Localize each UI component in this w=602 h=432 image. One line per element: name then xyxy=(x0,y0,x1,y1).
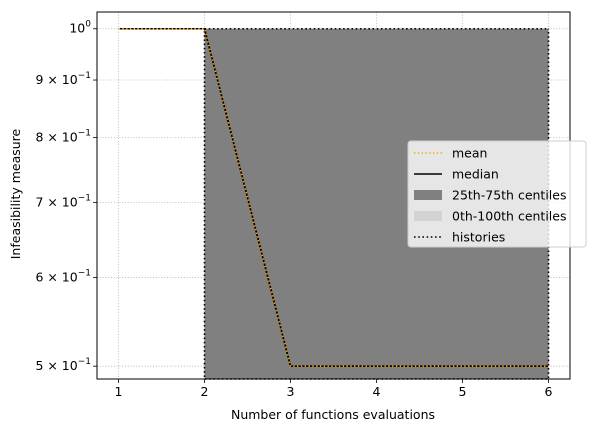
x-tick-label: 3 xyxy=(287,384,295,399)
legend-label-histories: histories xyxy=(452,230,505,245)
y-axis-label: Infeasibility measure xyxy=(8,128,23,259)
legend-swatch-0th-100th-centiles xyxy=(414,211,442,221)
axes: 1 2 3 4 5 6 100 9 × 10−1 8 × 10−1 7 × 10−1 6 × 10−… xyxy=(35,11,571,399)
x-tick-label: 4 xyxy=(373,384,381,399)
legend-box xyxy=(407,140,587,248)
legend-label-median: median xyxy=(452,167,499,182)
x-axis-label: Number of functions evaluations xyxy=(231,407,435,422)
plot-area xyxy=(97,12,570,380)
legend-label-0th-100th-centiles: 0th-100th centiles xyxy=(452,209,566,224)
y-tick-label: 5 × 10−1 xyxy=(35,357,91,373)
x-tick-label: 6 xyxy=(545,384,553,399)
band-25th-75th-centiles xyxy=(204,28,549,379)
legend-label-25th-75th-centiles: 25th-75th centiles xyxy=(452,188,566,203)
x-tick-label: 1 xyxy=(115,384,123,399)
y-tick-label: 8 × 10−1 xyxy=(35,128,91,144)
mean-line xyxy=(118,27,549,367)
x-tick-label: 2 xyxy=(201,384,209,399)
x-tick-label: 5 xyxy=(459,384,467,399)
y-tick-label: 100 xyxy=(69,20,91,36)
legend: mean median 25th-75th centiles 0th-100th ce… xyxy=(407,140,587,248)
y-tick-label: 7 × 10−1 xyxy=(35,193,91,209)
legend-swatch-25th-75th-centiles xyxy=(414,190,442,200)
y-tick-label: 9 × 10−1 xyxy=(35,71,91,87)
y-tick-label: 6 × 10−1 xyxy=(35,268,91,284)
legend-label-mean: mean xyxy=(452,146,487,161)
